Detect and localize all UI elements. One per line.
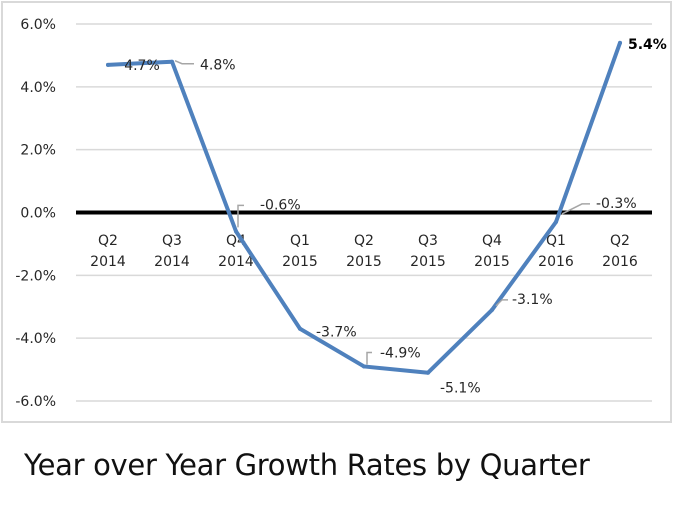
data-label: -3.7% bbox=[316, 325, 357, 341]
data-point bbox=[234, 229, 238, 234]
x-tick-label-year: 2014 bbox=[90, 254, 126, 270]
data-point bbox=[618, 40, 622, 45]
data-label-leader-line bbox=[366, 351, 372, 365]
data-label: 4.7% bbox=[124, 58, 160, 74]
y-tick-label: 2.0% bbox=[20, 143, 56, 159]
x-tick-label-quarter: Q2 bbox=[610, 233, 630, 249]
x-tick-label-year: 2015 bbox=[346, 254, 382, 270]
data-label: -4.9% bbox=[380, 345, 421, 361]
x-tick-label-quarter: Q1 bbox=[290, 233, 310, 249]
data-label: 4.8% bbox=[200, 58, 236, 74]
data-label: -0.3% bbox=[596, 196, 637, 212]
data-label-leader-line bbox=[237, 204, 244, 228]
x-tick-label-year: 2015 bbox=[410, 254, 446, 270]
x-tick-label-quarter: Q3 bbox=[418, 233, 438, 249]
data-point bbox=[298, 326, 302, 331]
x-tick-label-year: 2015 bbox=[474, 254, 510, 270]
data-point bbox=[554, 219, 558, 224]
x-tick-label-quarter: Q2 bbox=[354, 233, 374, 249]
y-tick-label: 4.0% bbox=[20, 80, 56, 96]
y-tick-label: 0.0% bbox=[20, 206, 56, 222]
x-tick-label-year: 2014 bbox=[154, 254, 190, 270]
data-label-leader-line bbox=[174, 60, 194, 65]
x-tick-label-year: 2014 bbox=[218, 254, 254, 270]
data-label-leader-line bbox=[495, 299, 508, 307]
y-tick-label: -2.0% bbox=[15, 268, 56, 284]
y-tick-label: -4.0% bbox=[15, 331, 56, 347]
data-label: -3.1% bbox=[512, 292, 553, 308]
chart-title: Year over Year Growth Rates by Quarter bbox=[24, 448, 590, 482]
x-tick-label-year: 2016 bbox=[602, 254, 638, 270]
data-label: -5.1% bbox=[440, 381, 481, 397]
line-chart: 6.0% 4.0% 2.0% 0.0% -2.0% -4.0% -6.0% Q2 2014 Q3 2… bbox=[15, 17, 667, 410]
data-label-leader-line bbox=[561, 203, 590, 215]
x-tick-label-year: 2016 bbox=[538, 254, 574, 270]
data-point bbox=[170, 59, 174, 64]
data-label: -0.6% bbox=[260, 197, 301, 213]
data-point bbox=[106, 62, 110, 67]
series-line bbox=[106, 40, 622, 375]
x-tick-label-quarter: Q3 bbox=[162, 233, 182, 249]
y-tick-label: -6.0% bbox=[15, 394, 56, 410]
x-tick-label-year: 2015 bbox=[282, 254, 318, 270]
data-point bbox=[426, 370, 430, 375]
data-point bbox=[490, 307, 494, 312]
x-tick-label-quarter: Q1 bbox=[546, 233, 566, 249]
data-label: 5.4% bbox=[628, 37, 667, 53]
y-tick-label: 6.0% bbox=[20, 17, 56, 33]
x-tick-label-quarter: Q2 bbox=[98, 233, 118, 249]
data-point bbox=[362, 364, 366, 369]
x-tick-label-quarter: Q4 bbox=[482, 233, 502, 249]
